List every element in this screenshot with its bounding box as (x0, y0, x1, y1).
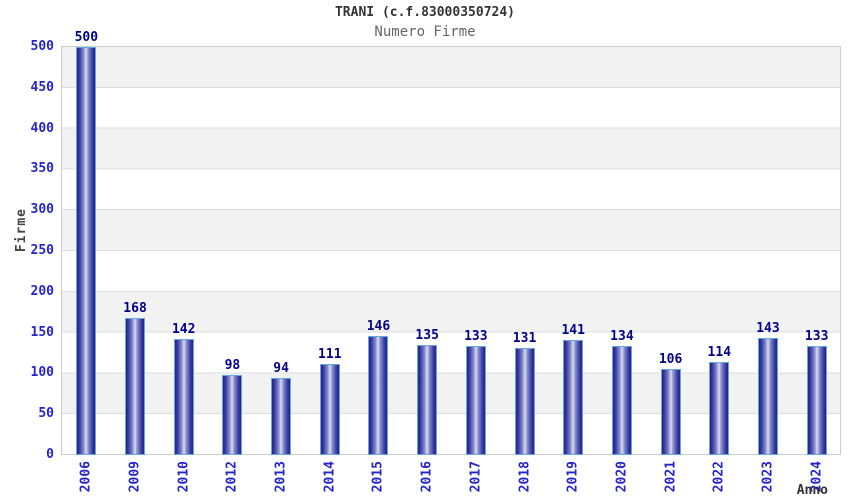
bar-value-label: 500 (74, 30, 99, 45)
y-tick-label: 300 (30, 202, 54, 218)
x-tick-label-text: 2012 (224, 461, 240, 493)
bar (806, 346, 827, 455)
bar-value-label: 131 (512, 331, 537, 346)
bar-value-label: 135 (415, 328, 439, 343)
x-tick-label-text: 2016 (419, 461, 435, 493)
bar-value-label: 133 (804, 329, 829, 344)
y-tick-label: 400 (30, 120, 54, 136)
x-tick-label: 2020 (614, 461, 629, 492)
x-tick-label-text: 2020 (614, 461, 630, 493)
bar-value-label: 143 (756, 321, 780, 336)
x-tick-label-text: 2015 (370, 461, 386, 493)
x-tick-label: 2012 (225, 461, 240, 492)
bar-value-label: 106 (658, 352, 683, 367)
x-tick-label: 2010 (176, 461, 191, 492)
y-tick-label: 200 (30, 283, 54, 299)
bar (709, 362, 730, 455)
x-tick-label: 2016 (420, 461, 435, 492)
y-tick-label: 450 (30, 79, 54, 95)
x-tick-label: 2013 (274, 461, 289, 492)
y-tick-label: 50 (38, 406, 54, 422)
bar (271, 378, 292, 455)
x-tick-label-text: 2009 (127, 461, 143, 493)
bar (173, 339, 194, 455)
x-tick-label-text: 2018 (517, 461, 533, 493)
x-tick-label: 2017 (468, 461, 483, 492)
bar (465, 346, 486, 455)
x-tick-label: 2021 (663, 461, 678, 492)
bar-value-label: 168 (123, 301, 147, 316)
bar (368, 336, 389, 455)
x-tick-label-text: 2010 (176, 461, 192, 493)
x-tick-label-text: 2021 (663, 461, 679, 493)
bar (319, 364, 340, 455)
y-tick-label: 150 (30, 324, 54, 340)
x-tick-label-text: 2019 (565, 461, 581, 493)
bar (563, 340, 584, 455)
bar (222, 375, 243, 455)
y-tick-label: 250 (30, 243, 54, 258)
bar-value-label: 111 (318, 347, 342, 362)
x-tick-label-text: 2006 (78, 461, 94, 493)
x-tick-label: 2022 (712, 461, 727, 492)
x-tick-label: 2018 (517, 461, 532, 492)
chart-title: TRANI (c.f.83000350724) (334, 5, 515, 20)
bar-value-label: 142 (171, 322, 196, 337)
bar-value-label: 141 (561, 323, 585, 338)
bar-value-label: 114 (707, 345, 732, 360)
bar (660, 369, 681, 455)
bar-value-label: 98 (224, 358, 241, 373)
bar-value-label: 146 (366, 319, 391, 334)
y-tick-label: 350 (30, 161, 54, 177)
x-tick-label-text: 2013 (273, 461, 289, 493)
x-tick-label: 2019 (566, 461, 581, 492)
bar (76, 47, 97, 455)
bar (611, 346, 632, 455)
y-tick-label: 100 (30, 365, 54, 381)
x-tick-label-text: 2023 (760, 461, 776, 493)
bar (514, 348, 535, 455)
bar-value-label: 133 (464, 329, 488, 344)
bar-value-label: 94 (273, 361, 289, 376)
x-tick-label-text: 2022 (711, 461, 727, 493)
x-tick-label: 2009 (128, 461, 143, 492)
bar-value-label: 134 (610, 329, 634, 344)
bar (417, 345, 438, 455)
y-tick-label: 0 (46, 447, 54, 462)
y-axis-title: Firme (14, 208, 29, 253)
x-tick-label: 2014 (322, 461, 337, 492)
x-tick-label: 2015 (371, 461, 386, 492)
chart-subtitle: Numero Firme (374, 24, 476, 40)
bar (757, 338, 778, 455)
x-axis-title: Anno (796, 483, 828, 498)
bar (125, 318, 146, 455)
x-tick-label-text: 2014 (322, 461, 338, 493)
x-tick-label: 2023 (760, 461, 775, 492)
y-tick-label: 500 (30, 39, 54, 54)
x-tick-label-text: 2017 (468, 461, 484, 493)
x-tick-label: 2006 (79, 461, 94, 492)
